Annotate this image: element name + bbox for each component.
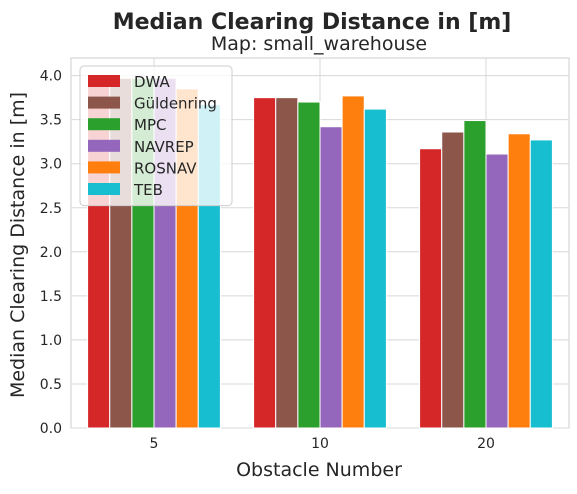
bar-g-ldenring-10 — [275, 97, 299, 429]
bar-mpc-10 — [297, 101, 321, 429]
legend-swatch — [88, 183, 120, 195]
y-tick-label: 3.5 — [40, 113, 62, 129]
bar-navrep-10 — [319, 126, 343, 429]
legend-label: ROSNAV — [134, 159, 197, 177]
bar-teb-20 — [529, 139, 553, 429]
legend-swatch — [88, 75, 120, 87]
y-tick-label: 1.5 — [40, 289, 62, 305]
bar-dwa-20 — [419, 148, 443, 429]
legend-swatch — [88, 161, 120, 174]
x-axis-label: Obstacle Number — [236, 459, 402, 481]
legend-label: TEB — [133, 181, 163, 199]
y-tick-label: 2.0 — [40, 245, 62, 261]
x-tick-label: 5 — [150, 436, 159, 452]
legend-label: DWA — [134, 73, 171, 91]
y-tick-label: 0.0 — [40, 421, 62, 437]
legend: DWA Güldenring MPC NAVREP ROSNAV TEB — [79, 65, 233, 207]
legend-swatch — [88, 139, 120, 152]
chart-title: Median Clearing Distance in [m] — [113, 10, 512, 35]
x-tick-label: 10 — [311, 436, 329, 452]
y-tick-label: 4.0 — [40, 69, 62, 85]
bar-g-ldenring-20 — [441, 131, 465, 429]
y-tick-label: 3.0 — [40, 157, 62, 173]
legend-label: MPC — [134, 116, 166, 134]
bar-mpc-20 — [463, 120, 487, 429]
bar-rosnav-20 — [507, 133, 531, 429]
x-tick-label: 20 — [477, 436, 495, 452]
y-tick-label: 1.0 — [40, 333, 62, 349]
legend-swatch — [88, 96, 120, 109]
legend-label: Güldenring — [134, 95, 217, 113]
legend-label: NAVREP — [134, 138, 194, 156]
y-tick-label: 2.5 — [40, 201, 62, 217]
y-tick-label: 0.5 — [40, 377, 62, 393]
bar-dwa-10 — [253, 97, 277, 429]
chart-subtitle: Map: small_warehouse — [211, 33, 427, 55]
y-axis-label: Median Clearing Distance in [m] — [7, 92, 29, 398]
bar-teb-10 — [363, 108, 387, 429]
bar-rosnav-10 — [341, 95, 365, 429]
bar-navrep-20 — [485, 153, 509, 429]
legend-swatch — [88, 118, 120, 131]
